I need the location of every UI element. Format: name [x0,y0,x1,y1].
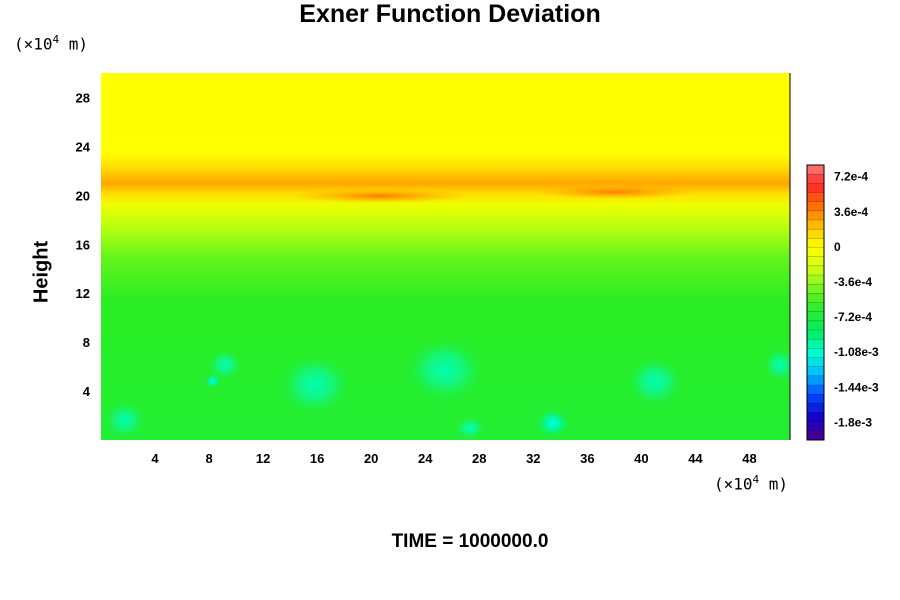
colorbar-bin [807,357,824,368]
x-tick-label: 44 [688,451,703,466]
colorbar-bin [807,293,824,303]
colorbar-bin [807,339,824,349]
colorbar-bin [807,302,824,313]
colorbar-bin [807,238,824,248]
colorbar-bin [807,366,824,377]
x-tick-label: 4 [151,451,159,466]
colorbar-bin [807,403,824,413]
colorbar-tick-label: -1.08e-3 [834,345,879,359]
colorbar-bin [807,275,824,285]
y-tick-label: 24 [76,139,91,154]
colorbar-bin [807,412,824,423]
colorbar-bin [807,330,824,340]
time-label: TIME = 1000000.0 [391,531,549,552]
colorbar-tick-label: 3.6e-4 [834,205,868,219]
colorbar-tick-label: -1.8e-3 [834,415,872,429]
colorbar-bin [807,247,824,258]
x-tick-label: 48 [742,451,756,466]
y-tick-label: 28 [76,90,90,105]
y-tick-label: 4 [83,384,91,399]
anomaly-3 [625,356,685,408]
anomaly-7 [535,407,571,439]
colorbar-bin [807,265,824,276]
colorbar-bin [807,284,824,294]
x-unit-label: (×104 m) [714,473,789,494]
x-tick-label: 28 [472,451,486,466]
anomaly-6 [204,373,222,389]
colorbar-frame [806,164,825,441]
y-axis: 4 8 12 16 20 24 28 [76,90,91,399]
x-tick-label: 24 [418,451,433,466]
colorbar-tick-label: -1.44e-3 [834,380,879,394]
colorbar-bin [807,394,824,404]
y-tick-label: 20 [76,188,90,203]
colorbar-tick-label: -3.6e-4 [834,275,872,289]
colorbar: 7.2e-4 3.6e-4 0 -3.6e-4 -7.2e-4 -1.08e-3 -1.44… [806,164,879,441]
x-tick-label: 36 [580,451,594,466]
colorbar-bin [807,201,824,212]
anomaly-1 [277,353,353,417]
colorbar-bin [807,174,824,184]
colorbar-bin [807,430,824,441]
colorbar-bin [807,256,824,267]
band-max-west [290,189,470,203]
x-tick-label: 12 [256,451,270,466]
colorbar-bin [807,220,824,230]
anomaly-8 [454,416,486,440]
y-tick-label: 12 [76,286,90,301]
colorbar-bin [807,375,824,386]
anomaly-2 [403,336,487,404]
anomaly-9 [762,347,790,383]
colorbar-bin [807,320,824,331]
colorbar-tick-label: 0 [834,240,841,254]
anomaly-5 [207,349,243,381]
x-tick-label: 40 [634,451,648,466]
colorbar-bin [807,421,824,432]
x-tick-label: 8 [205,451,212,466]
colorbar-bin [807,183,824,193]
colorbar-bin [807,192,824,203]
colorbar-bin [807,385,824,395]
x-tick-label: 16 [310,451,324,466]
y-unit-label: (×104 m) [14,33,89,54]
band-max-east [535,185,695,199]
chart-title: Exner Function Deviation [299,0,601,28]
x-axis: 4 8 12 16 20 24 28 32 36 40 44 48 [151,451,756,466]
y-tick-label: 8 [83,335,90,350]
x-tick-label: 20 [364,451,378,466]
heatmap-field [101,73,790,440]
anomaly-4 [103,400,147,440]
colorbar-bin [807,229,824,239]
colorbar-tick-label: -7.2e-4 [834,310,872,324]
colorbar-bin [807,210,824,221]
colorbar-bin [807,165,824,175]
y-tick-label: 16 [76,237,90,252]
colorbar-tick-label: 7.2e-4 [834,170,868,184]
colorbar-bin [807,311,824,322]
colorbar-bin [807,348,824,358]
x-tick-label: 32 [526,451,540,466]
